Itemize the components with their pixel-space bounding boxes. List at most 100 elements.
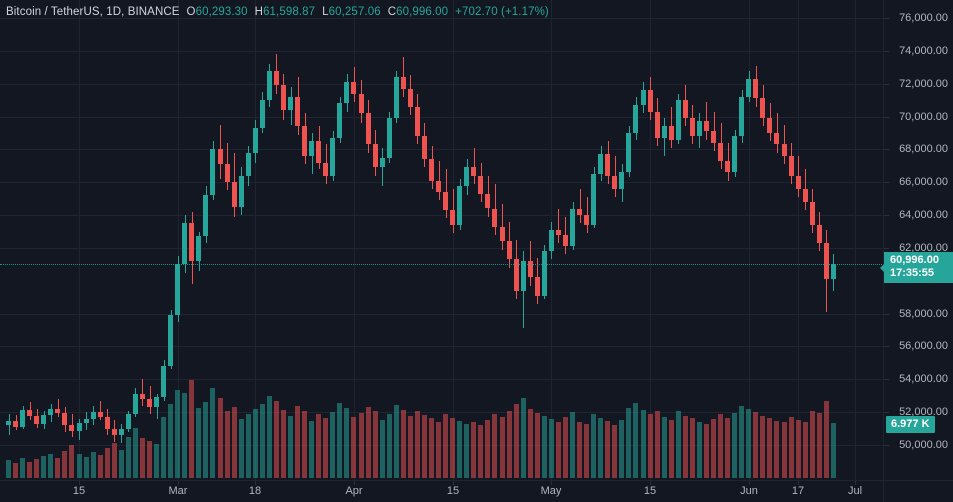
volume-bar bbox=[767, 418, 772, 478]
volume-bar bbox=[281, 409, 286, 478]
candle-body bbox=[175, 264, 180, 316]
candle-body bbox=[41, 414, 46, 424]
volume-bar bbox=[626, 408, 631, 478]
volume-bar bbox=[295, 405, 300, 478]
candle-body bbox=[422, 136, 427, 160]
volume-bar bbox=[112, 442, 117, 478]
candle-wick bbox=[706, 101, 707, 140]
candle-body bbox=[316, 141, 321, 163]
price-axis-label: 72,000.00 bbox=[899, 77, 948, 90]
price-axis-label: 74,000.00 bbox=[899, 44, 948, 57]
volume-bar bbox=[309, 420, 314, 478]
candle-body bbox=[563, 234, 568, 247]
volume-bar bbox=[542, 416, 547, 478]
volume-bar bbox=[704, 423, 709, 478]
candle-body bbox=[253, 128, 258, 153]
volume-bar bbox=[831, 423, 836, 478]
candle-body bbox=[394, 77, 399, 119]
candle-body bbox=[507, 241, 512, 260]
symbol-title[interactable]: Bitcoin / TetherUS, 1D, BINANCE bbox=[6, 6, 180, 18]
volume-bar bbox=[316, 414, 321, 478]
volume-bar bbox=[817, 412, 822, 478]
price-axis-label: 62,000.00 bbox=[899, 241, 948, 254]
volume-bar bbox=[20, 457, 25, 478]
candle-body bbox=[796, 175, 801, 189]
volume-bar bbox=[429, 417, 434, 478]
volume-bar bbox=[119, 449, 124, 478]
candle-body bbox=[570, 208, 575, 247]
volume-bar bbox=[260, 404, 265, 478]
time-axis-tick bbox=[798, 481, 799, 485]
volume-bar bbox=[662, 416, 667, 478]
candle-body bbox=[619, 172, 624, 189]
volume-bar bbox=[514, 404, 519, 478]
candle-body bbox=[478, 175, 483, 194]
candle-body bbox=[239, 175, 244, 207]
volume-bar bbox=[351, 416, 356, 478]
candle-body bbox=[246, 152, 251, 176]
price-axis-tick bbox=[884, 215, 889, 217]
candle-body bbox=[330, 137, 335, 176]
candle-body bbox=[281, 85, 286, 110]
candle-body bbox=[725, 160, 730, 173]
candle-body bbox=[542, 251, 547, 296]
candle-body bbox=[549, 229, 554, 252]
volume-bar bbox=[570, 412, 575, 478]
candle-body bbox=[77, 422, 82, 432]
candle-wick bbox=[580, 188, 581, 224]
volume-bar bbox=[774, 420, 779, 478]
candle-body bbox=[584, 215, 589, 225]
candle-body bbox=[612, 175, 617, 189]
volume-bar bbox=[274, 401, 279, 478]
volume-bar bbox=[436, 421, 441, 478]
candle-body bbox=[373, 144, 378, 168]
volume-bar bbox=[91, 452, 96, 478]
candle-body bbox=[48, 408, 53, 415]
countdown-text: 17:35:55 bbox=[890, 267, 935, 280]
candle-body bbox=[633, 105, 638, 133]
candle-body bbox=[669, 126, 674, 140]
candle-wick bbox=[558, 208, 559, 243]
high-key: H bbox=[254, 6, 264, 18]
price-badge-pointer bbox=[880, 263, 884, 272]
volume-bar bbox=[84, 456, 89, 478]
candle-body bbox=[655, 111, 660, 138]
volume-bar bbox=[676, 410, 681, 478]
volume-bar bbox=[655, 411, 660, 478]
candle-body bbox=[690, 118, 695, 137]
price-axis-label: 70,000.00 bbox=[899, 110, 948, 123]
price-axis-tick bbox=[884, 445, 889, 446]
price-axis-label: 56,000.00 bbox=[899, 340, 948, 353]
candle-body bbox=[133, 394, 138, 414]
volume-bar bbox=[648, 413, 653, 478]
time-axis-label: Apr bbox=[345, 485, 363, 497]
price-scale[interactable]: 60,996.00 17:35:55 6.977 K 76,000.00 74,0… bbox=[880, 0, 953, 481]
candle-body bbox=[492, 208, 497, 227]
volume-bar bbox=[697, 421, 702, 478]
volume-bar bbox=[133, 427, 138, 478]
candle-body bbox=[605, 154, 610, 176]
candle-body bbox=[457, 185, 462, 225]
chart-legend: Bitcoin / TetherUS, 1D, BINANCE O60,293.… bbox=[6, 4, 549, 20]
candle-body bbox=[189, 223, 194, 262]
volume-bar bbox=[641, 409, 646, 478]
volume-bar bbox=[225, 410, 230, 478]
open-key: O bbox=[186, 6, 196, 18]
candle-body bbox=[746, 78, 751, 97]
price-axis-tick bbox=[884, 346, 889, 348]
volume-bar bbox=[359, 412, 364, 478]
candle-body bbox=[464, 167, 469, 186]
candle-body bbox=[69, 425, 74, 432]
candle-body bbox=[704, 121, 709, 132]
volume-bar bbox=[598, 418, 603, 478]
time-axis-tick bbox=[79, 481, 80, 485]
candle-body bbox=[500, 226, 505, 242]
time-scale[interactable]: 15 Mar 18 Apr 15 May 15 Jun 17 Jul bbox=[0, 480, 953, 502]
candle-body bbox=[831, 264, 836, 280]
volume-bar bbox=[267, 395, 272, 478]
volume-bar bbox=[126, 437, 131, 478]
volume-bar bbox=[246, 413, 251, 478]
candle-body bbox=[535, 277, 540, 296]
candle-body bbox=[662, 126, 667, 138]
volume-bar bbox=[612, 424, 617, 478]
